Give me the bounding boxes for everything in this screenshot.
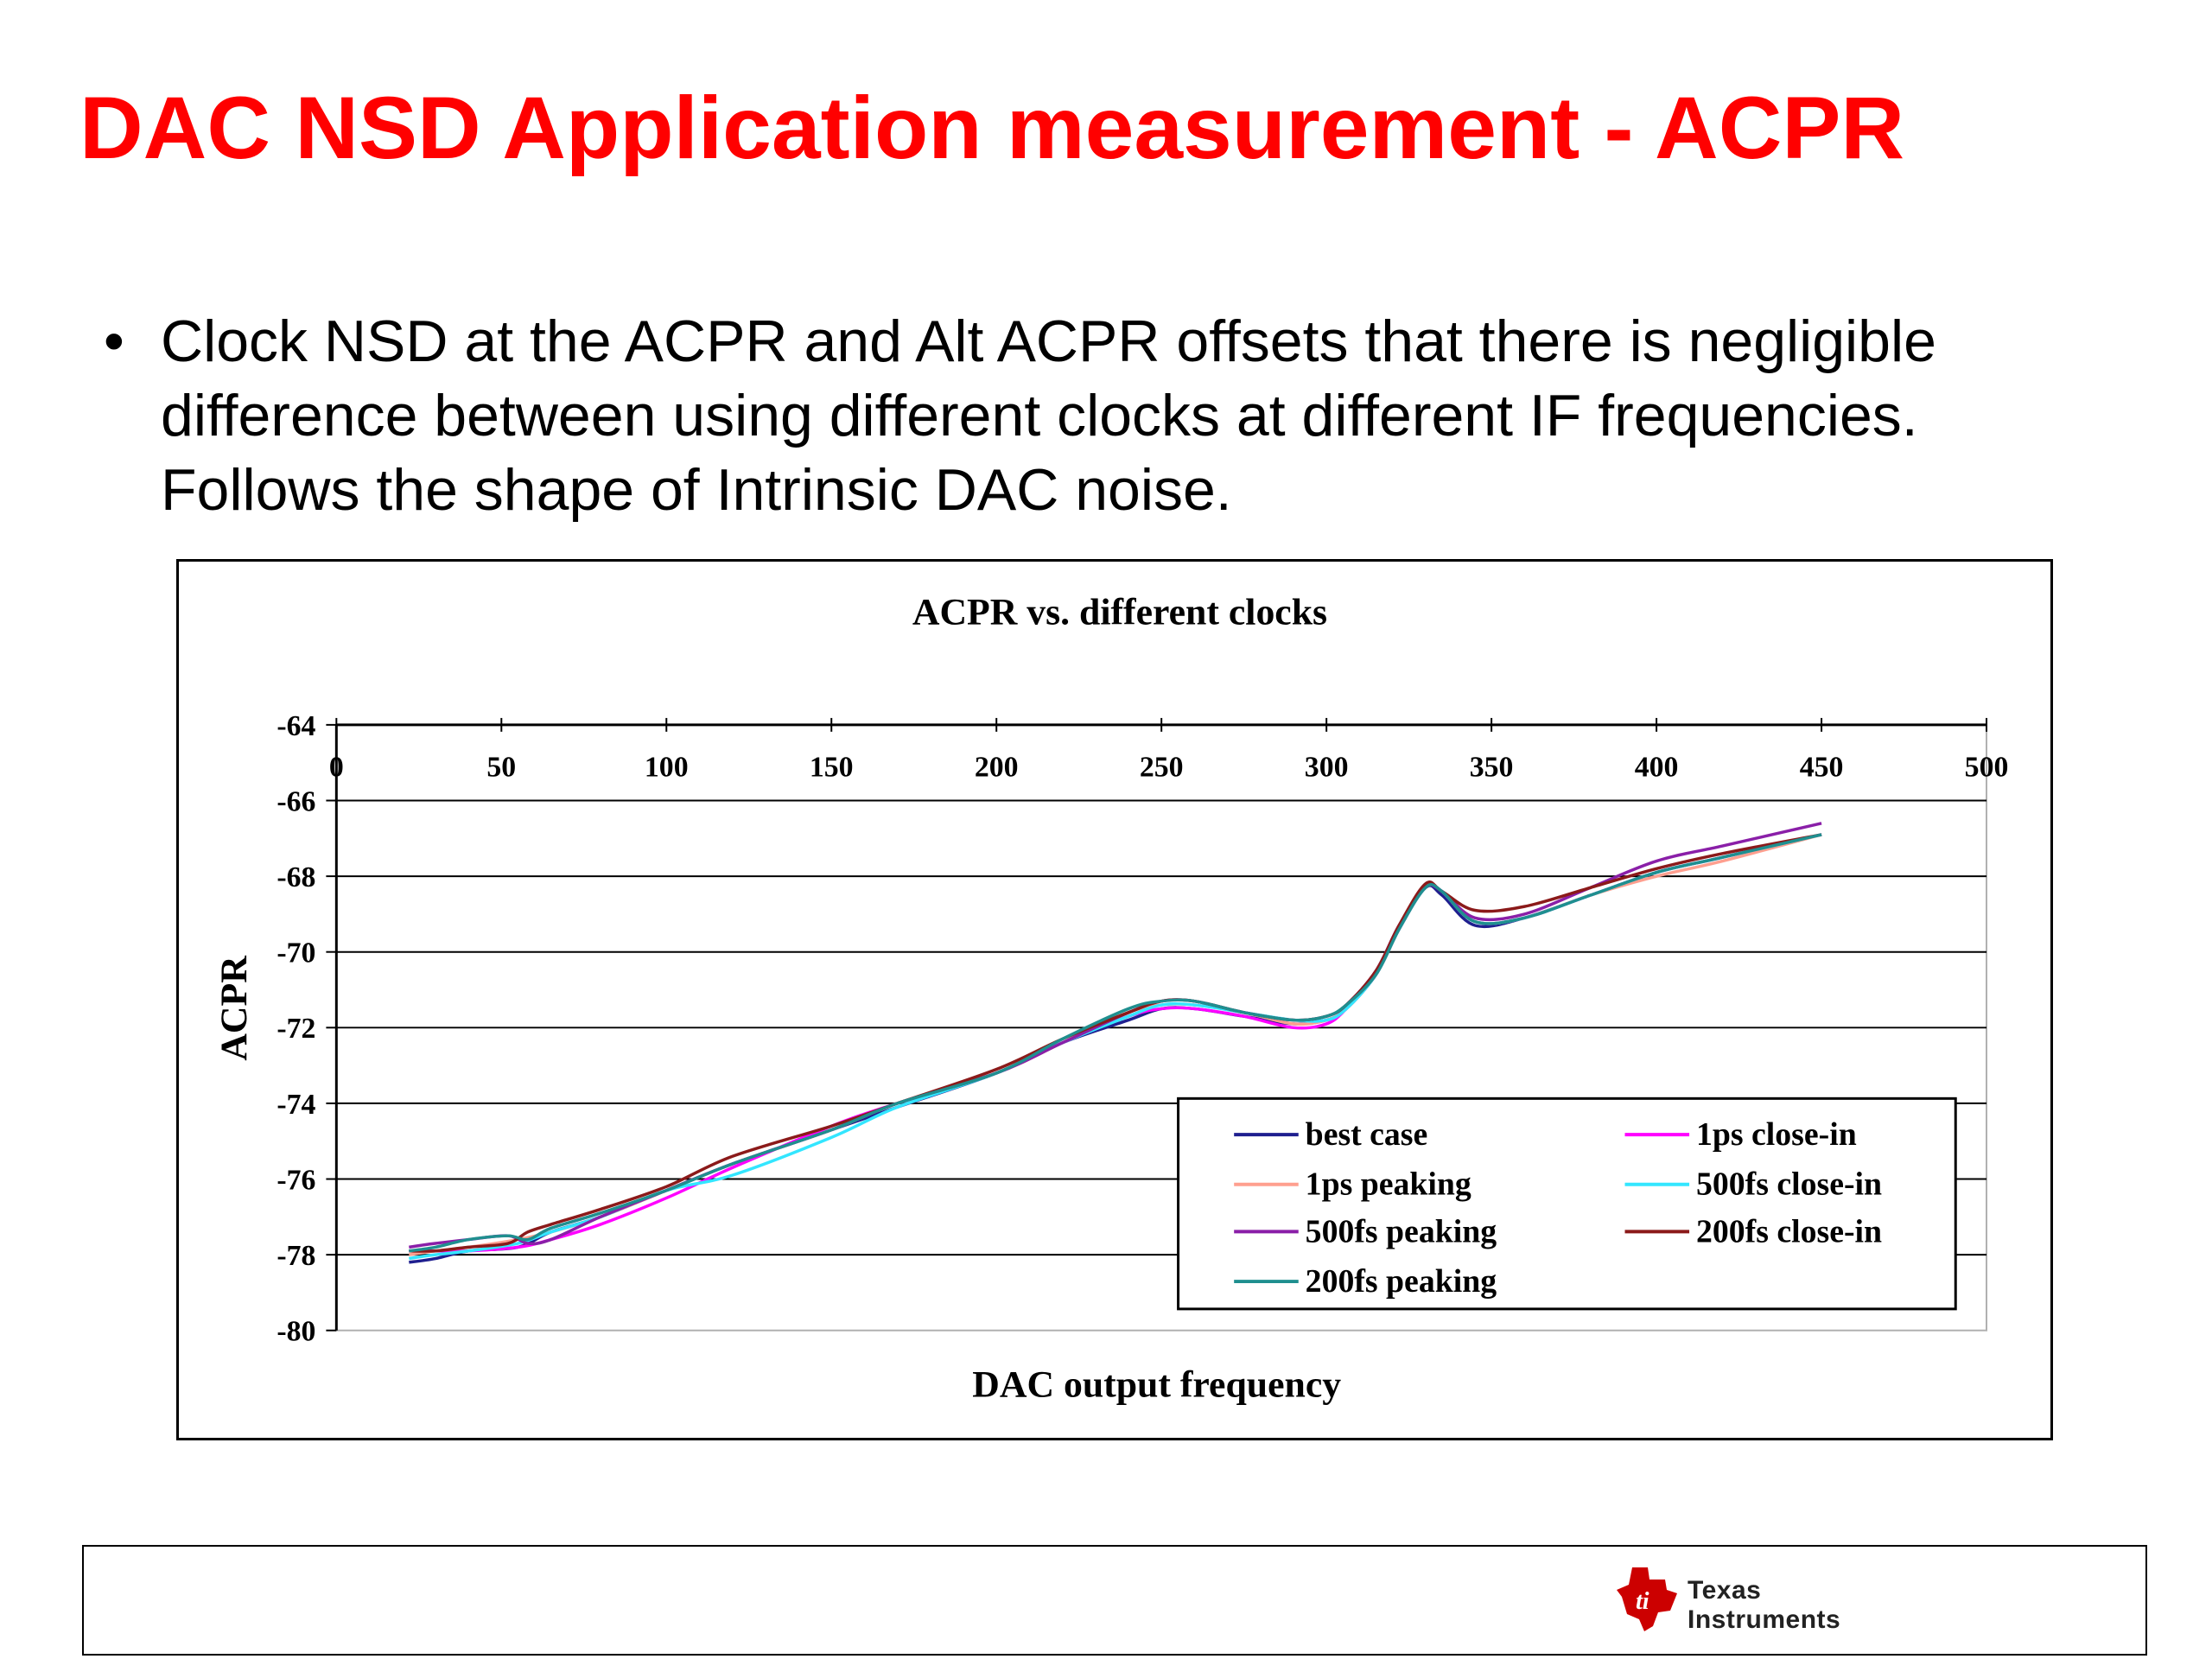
y-tick-label: -64: [276, 710, 315, 742]
logo-line-texas: Texas: [1688, 1576, 1762, 1605]
logo-line-instruments: Instruments: [1688, 1605, 1841, 1634]
chart-container: ACPR vs. different clocks -64 -66 -68 -70 -7…: [176, 559, 2053, 1440]
y-tick-label: -70: [276, 938, 315, 969]
x-tick-label: 500: [1965, 752, 2009, 784]
bullet-marker: •: [104, 308, 124, 374]
acpr-line-chart: ACPR vs. different clocks -64 -66 -68 -70 -7…: [213, 592, 2008, 1406]
legend-label-200fs-peaking: 200fs peaking: [1306, 1263, 1497, 1300]
x-tick-label: 250: [1140, 752, 1184, 784]
y-tick-label: -76: [276, 1164, 315, 1196]
y-tick-label: -74: [276, 1089, 315, 1121]
axes: -64 -66 -68 -70 -72 -74 -76 -78 -80 0 50 100 150 200 2…: [276, 710, 2008, 1348]
texas-instruments-logo: ti Texas Instruments: [1613, 1559, 1898, 1645]
legend-label-500fs-peaking: 500fs peaking: [1306, 1213, 1497, 1249]
x-tick-label: 400: [1635, 752, 1679, 784]
footer-bar: ti Texas Instruments: [82, 1545, 2147, 1656]
y-tick-label: -80: [276, 1316, 315, 1348]
x-tick-label: 100: [645, 752, 689, 784]
legend-label-200fs-close-in: 200fs close-in: [1696, 1213, 1882, 1249]
x-tick-label: 350: [1470, 752, 1514, 784]
bullet-text: Clock NSD at the ACPR and Alt ACPR offse…: [161, 308, 1936, 523]
legend-label-best-case: best case: [1306, 1116, 1428, 1153]
series-lines: [409, 822, 1822, 1264]
x-tick-label: 200: [975, 752, 1019, 784]
ti-state-icon: ti: [1617, 1567, 1677, 1631]
legend-label-1ps-close-in: 1ps close-in: [1696, 1116, 1857, 1153]
x-axis-label: DAC output frequency: [972, 1363, 1341, 1405]
legend-label-1ps-peaking: 1ps peaking: [1306, 1166, 1471, 1203]
slide-title: DAC NSD Application measurement - ACPR: [79, 79, 1905, 177]
y-axis-label: ACPR: [213, 956, 255, 1061]
y-tick-label: -66: [276, 785, 315, 817]
x-tick-label: 0: [329, 752, 344, 784]
svg-text:ti: ti: [1636, 1588, 1649, 1615]
legend-box: [1177, 1096, 1957, 1311]
chart-title: ACPR vs. different clocks: [912, 592, 1327, 633]
y-tick-label: -72: [276, 1013, 315, 1045]
legend-label-500fs-close-in: 500fs close-in: [1696, 1166, 1882, 1203]
legend: best case 1ps close-in 1ps peaking 500fs cl…: [1177, 1096, 1957, 1311]
x-tick-label: 150: [810, 752, 854, 784]
x-tick-label: 300: [1305, 752, 1349, 784]
x-tick-label: 450: [1800, 752, 1844, 784]
series-line-200fs-peaking: [409, 833, 1822, 1253]
bullet-list: • Clock NSD at the ACPR and Alt ACPR off…: [97, 304, 2119, 527]
y-tick-label: -68: [276, 861, 315, 893]
y-tick-label: -78: [276, 1240, 315, 1272]
x-tick-label: 50: [486, 752, 516, 784]
